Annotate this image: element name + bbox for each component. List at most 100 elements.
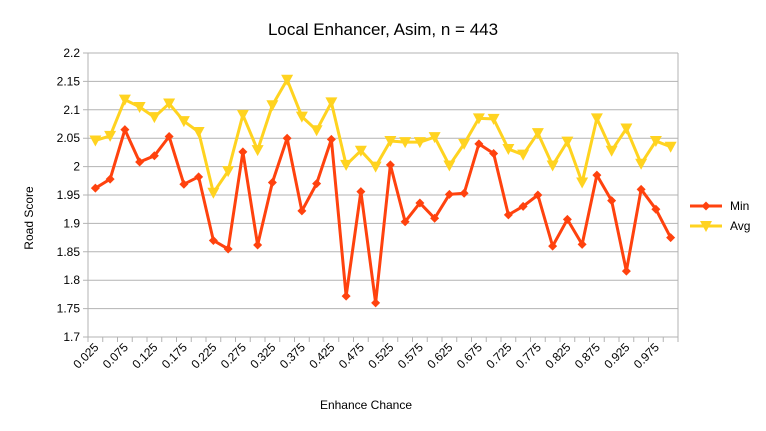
data-point-min: [430, 213, 440, 223]
data-point-min: [400, 217, 410, 227]
x-tick-label: 0.325: [247, 340, 278, 371]
x-tick-label: 0.925: [601, 340, 632, 371]
x-tick-label: 0.025: [70, 340, 101, 371]
x-tick-label: 0.525: [365, 340, 396, 371]
data-point-avg: [163, 98, 176, 110]
data-point-avg: [546, 160, 559, 172]
x-tick-label: 0.075: [100, 340, 131, 371]
data-point-avg: [458, 138, 471, 150]
data-point-min: [312, 179, 322, 189]
data-point-min: [533, 190, 543, 200]
data-point-avg: [325, 97, 338, 109]
data-point-min: [267, 178, 277, 188]
data-point-avg: [443, 160, 456, 172]
legend-label: Min: [730, 199, 749, 213]
x-tick-label: 0.175: [159, 340, 190, 371]
data-point-min: [371, 298, 381, 308]
data-point-avg: [104, 130, 117, 142]
data-point-avg: [487, 113, 500, 125]
legend-item-avg: Avg: [690, 219, 750, 233]
data-point-min: [105, 174, 115, 184]
data-point-avg: [649, 136, 662, 148]
data-point-min: [548, 241, 558, 251]
data-point-avg: [502, 143, 515, 155]
data-point-min: [621, 266, 631, 276]
data-point-min: [282, 133, 292, 143]
legend-item-min: Min: [690, 199, 749, 213]
series-min: [90, 125, 676, 308]
y-tick-label: 1.9: [63, 216, 80, 230]
data-point-avg: [89, 135, 102, 147]
data-point-avg: [266, 100, 279, 112]
data-point-avg: [369, 161, 382, 173]
data-point-min: [253, 240, 263, 250]
data-point-min: [562, 214, 572, 224]
data-point-avg: [236, 109, 249, 121]
x-tick-label: 0.225: [188, 340, 219, 371]
gridlines: [83, 52, 678, 338]
data-point-min: [135, 157, 145, 167]
data-point-avg: [354, 145, 367, 157]
data-point-avg: [192, 126, 205, 138]
x-tick-label: 0.875: [572, 340, 603, 371]
data-point-min: [444, 189, 454, 199]
x-tick-label: 0.125: [129, 340, 160, 371]
x-tick-label: 0.625: [424, 340, 455, 371]
data-point-avg: [251, 145, 264, 157]
data-point-min: [518, 201, 528, 211]
y-tick-label: 1.85: [57, 245, 81, 259]
data-point-min: [415, 198, 425, 208]
data-point-avg: [664, 141, 677, 153]
data-point-avg: [222, 166, 235, 178]
data-point-avg: [295, 111, 308, 123]
x-tick-label: 0.575: [395, 340, 426, 371]
data-point-avg: [399, 137, 412, 149]
data-point-avg: [517, 149, 530, 161]
data-point-min: [385, 160, 395, 170]
data-point-min: [503, 210, 513, 220]
y-tick-label: 1.75: [57, 302, 81, 316]
legend-label: Avg: [730, 219, 750, 233]
x-tick-label: 0.675: [454, 340, 485, 371]
legend-swatch-marker: [700, 221, 712, 232]
data-point-avg: [605, 145, 618, 157]
data-point-avg: [576, 177, 589, 189]
data-point-min: [489, 149, 499, 159]
data-point-avg: [207, 187, 220, 199]
x-axis-label: Enhance Chance: [320, 398, 412, 412]
x-tick-label: 0.475: [336, 340, 367, 371]
data-point-min: [297, 206, 307, 216]
data-point-avg: [590, 113, 603, 125]
data-point-avg: [428, 132, 441, 144]
data-point-min: [223, 244, 233, 254]
legend: Min Avg: [690, 199, 750, 233]
x-tick-label: 0.975: [631, 340, 662, 371]
x-axis-tick-labels: 0.0250.0750.1250.1750.2250.2750.3250.375…: [70, 340, 662, 371]
y-axis-tick-labels: 1.7 1.75 1.8 1.85 1.9 1.95 2 2.05 2.1 2.15 2.2: [57, 46, 81, 344]
y-tick-label: 2.2: [63, 46, 80, 60]
data-point-avg: [620, 123, 633, 135]
data-point-min: [636, 184, 646, 194]
axes: [87, 53, 679, 342]
data-point-min: [459, 188, 469, 198]
x-tick-label: 0.425: [306, 340, 337, 371]
data-point-min: [592, 170, 602, 180]
y-tick-label: 2.15: [57, 74, 81, 88]
x-tick-label: 0.375: [277, 340, 308, 371]
data-point-min: [90, 183, 100, 193]
y-tick-label: 1.7: [63, 330, 80, 344]
series-line-min: [94, 128, 672, 305]
data-point-avg: [148, 112, 161, 124]
data-point-min: [164, 131, 174, 141]
data-point-min: [651, 204, 661, 214]
data-point-avg: [472, 113, 485, 125]
data-point-avg: [413, 137, 426, 149]
series-avg: [89, 74, 677, 199]
y-tick-label: 2.1: [63, 103, 80, 117]
x-tick-label: 0.275: [218, 340, 249, 371]
data-point-min: [149, 151, 159, 161]
data-point-min: [474, 139, 484, 149]
data-point-avg: [281, 74, 294, 86]
chart-title: Local Enhancer, Asim, n = 443: [268, 20, 498, 39]
